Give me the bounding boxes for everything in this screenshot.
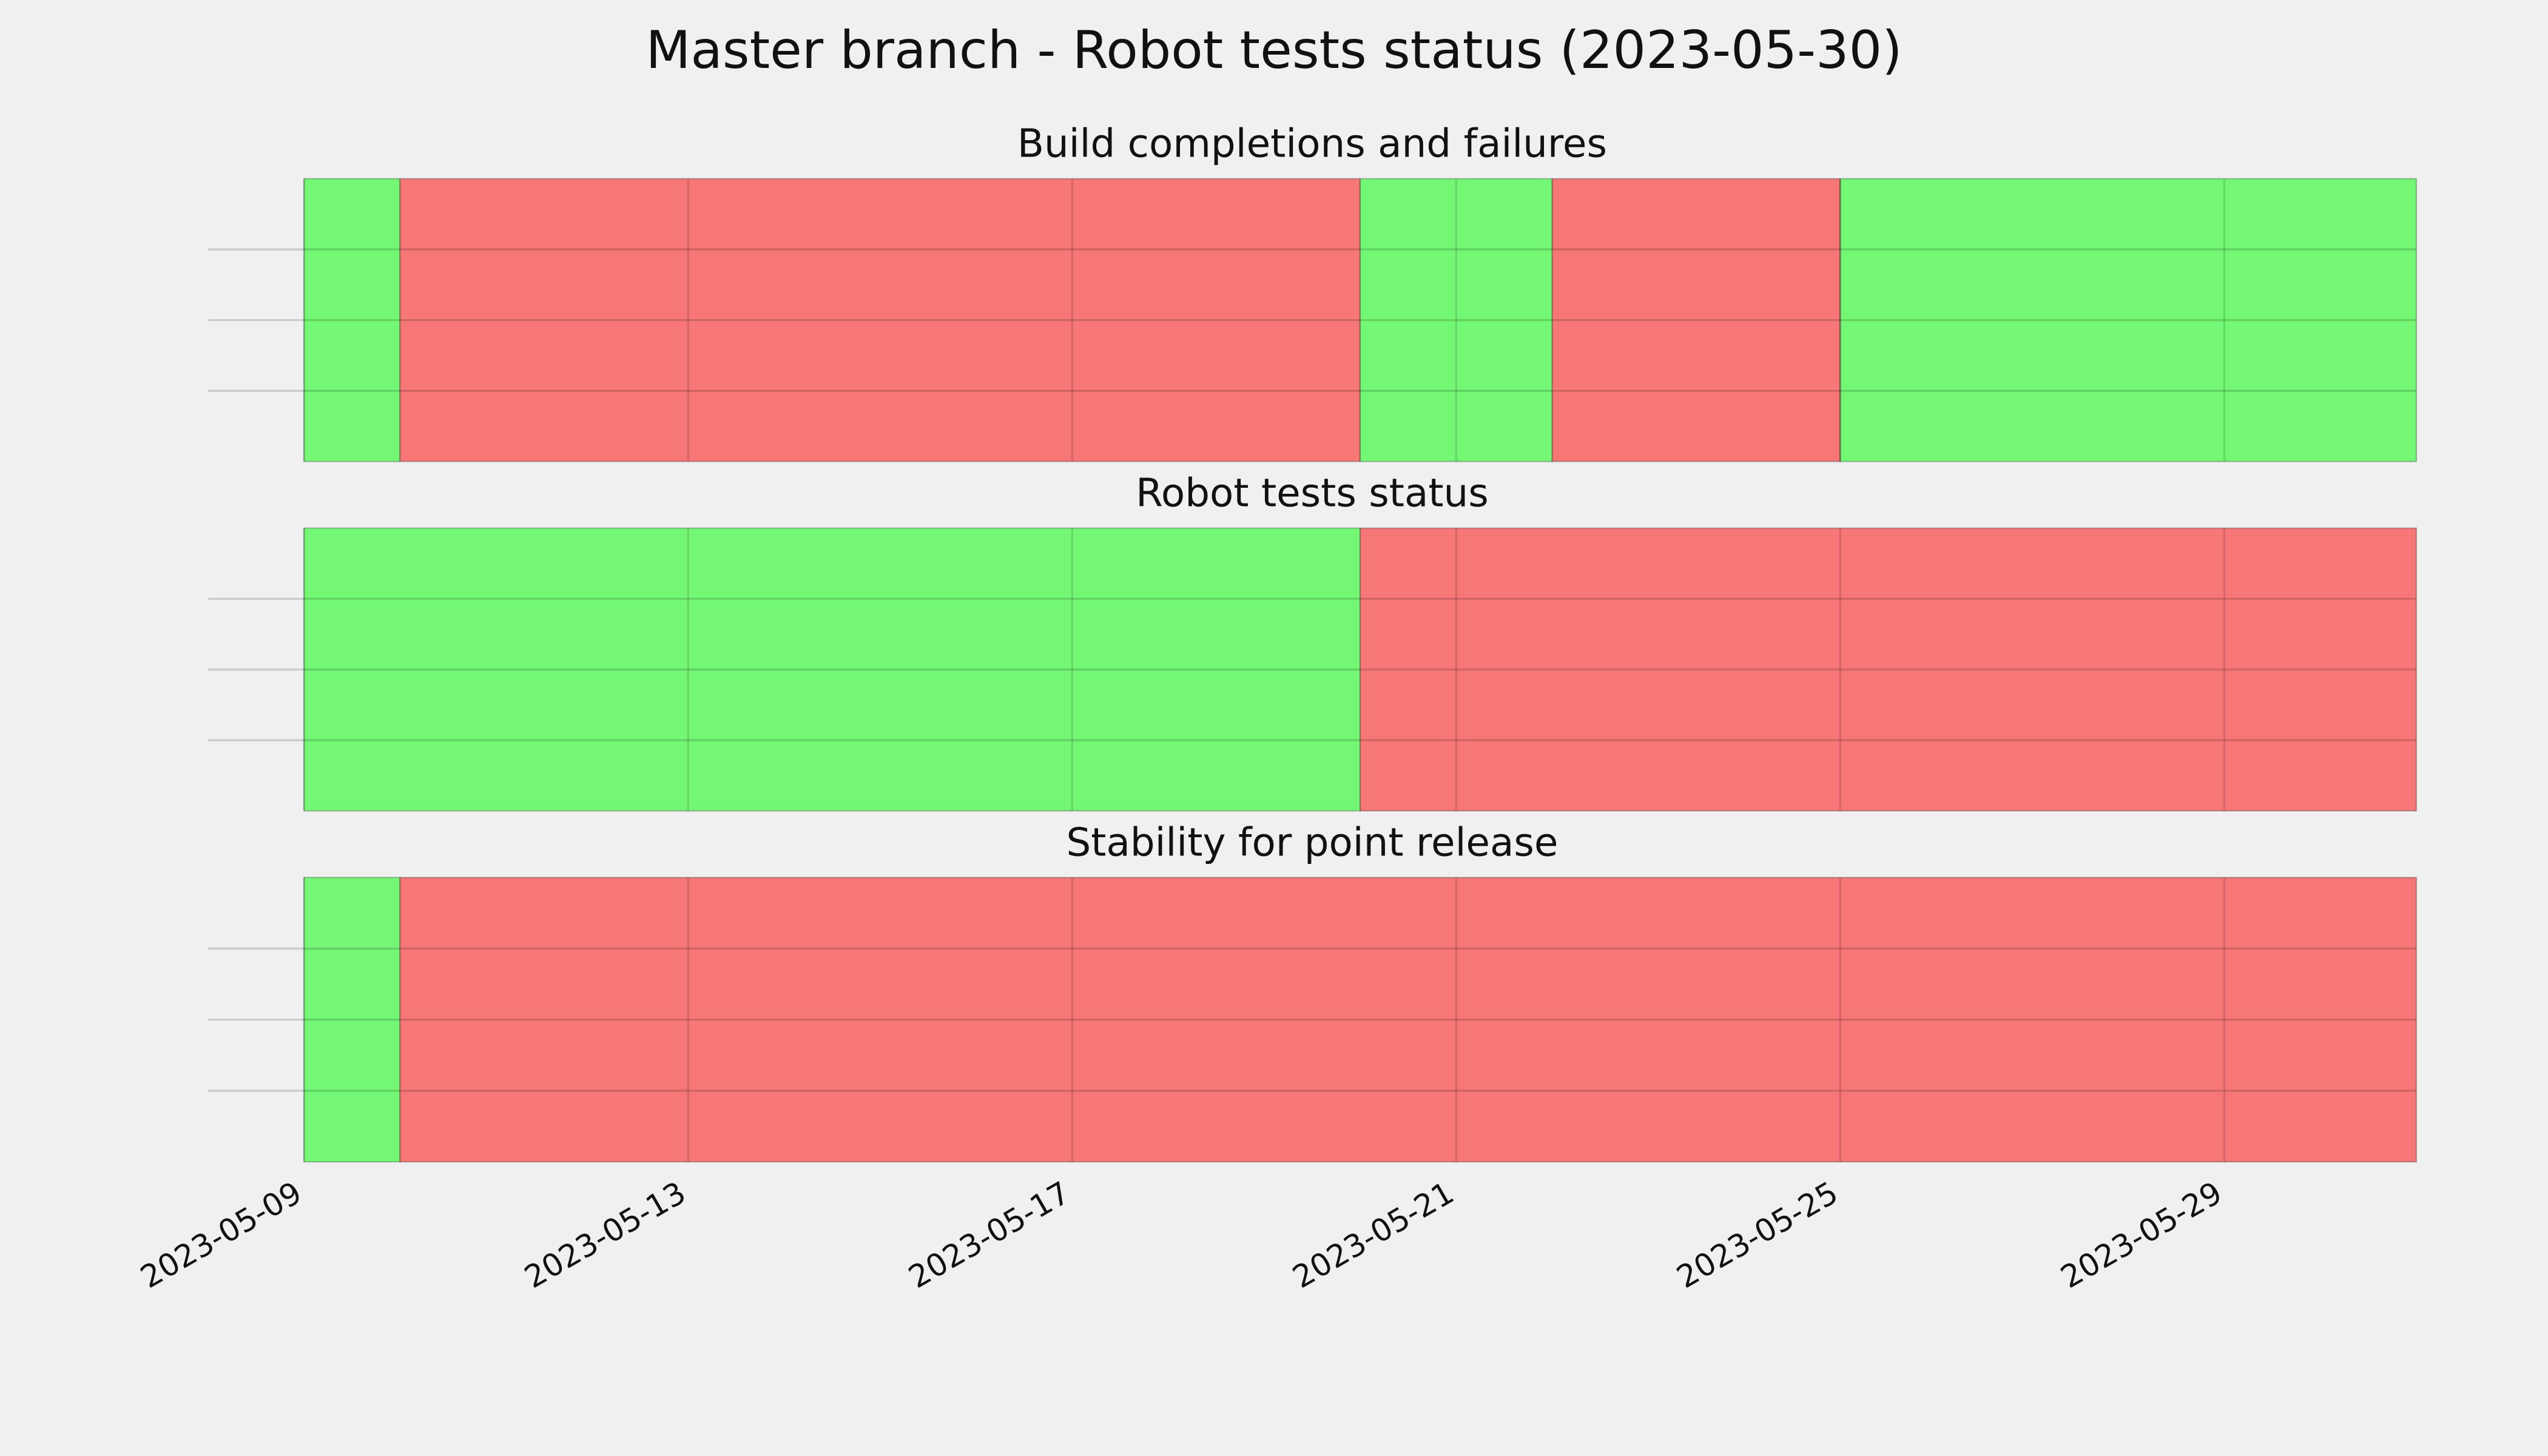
- status-span: [303, 178, 401, 462]
- subplot-title: Build completions and failures: [1017, 121, 1607, 167]
- status-span: [303, 527, 1361, 812]
- status-span: [1360, 178, 1553, 462]
- status-span: [1360, 527, 2418, 812]
- status-span: [399, 178, 1361, 462]
- status-span: [399, 877, 2418, 1163]
- subplot-title: Stability for point release: [1067, 820, 1559, 865]
- status-span: [1839, 178, 2418, 462]
- figure-title: Master branch - Robot tests status (2023…: [645, 20, 1902, 81]
- subplot-title: Robot tests status: [1136, 471, 1489, 516]
- status-span: [1551, 178, 1841, 462]
- status-span: [303, 877, 401, 1163]
